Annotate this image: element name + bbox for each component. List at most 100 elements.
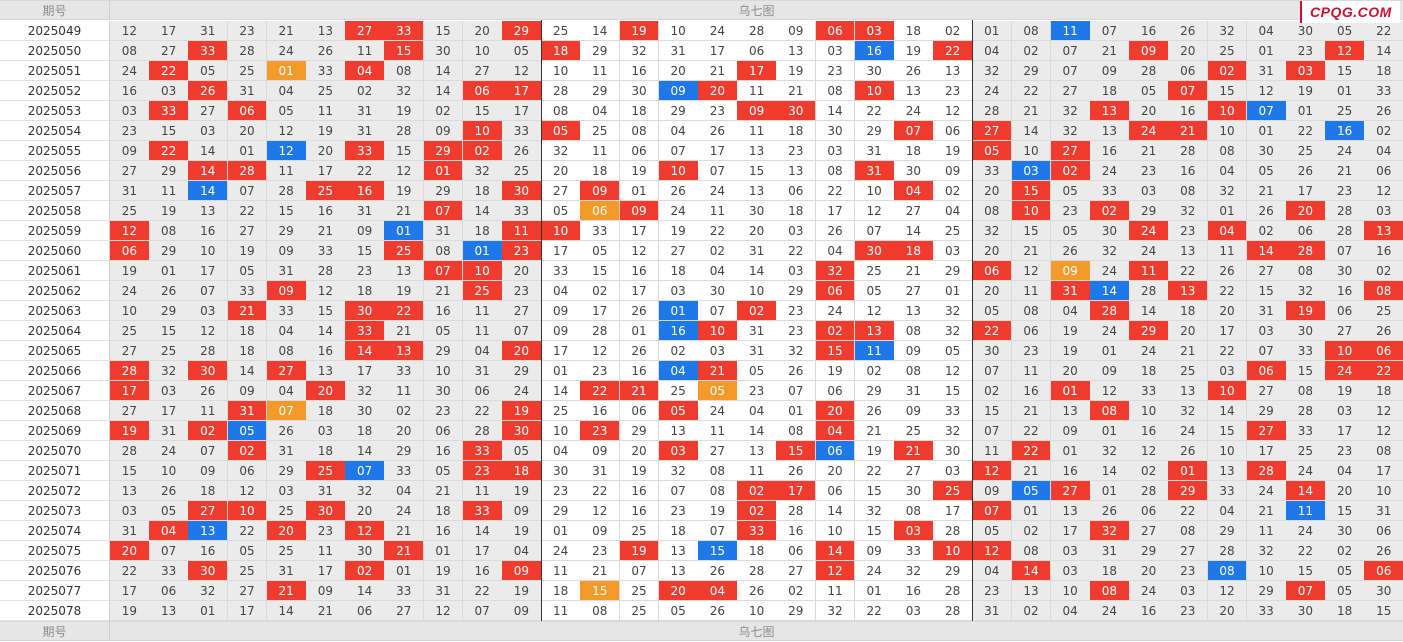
- highlighted-number-cell: 18: [502, 461, 542, 481]
- number-cell: 18: [776, 121, 817, 141]
- number-cell: 08: [1168, 181, 1209, 201]
- number-cell: 10: [1246, 561, 1287, 581]
- number-cell: 28: [580, 321, 621, 341]
- number-cell: 21: [384, 201, 425, 221]
- number-cell: 26: [1364, 101, 1403, 121]
- number-cell: 16: [619, 261, 660, 281]
- highlighted-number-cell: 08: [1090, 401, 1130, 421]
- number-cell: 25: [502, 161, 542, 181]
- number-cell: 09: [1090, 361, 1130, 381]
- number-cell: 16: [1129, 421, 1169, 441]
- number-cell: 22: [345, 161, 385, 181]
- number-cell: 19: [384, 281, 425, 301]
- number-cell: 26: [1090, 501, 1130, 521]
- number-cell: 31: [894, 381, 934, 401]
- number-cell: 31: [149, 421, 189, 441]
- number-cell: 03: [1325, 401, 1365, 421]
- number-cell: 12: [580, 501, 621, 521]
- number-cell: 19: [227, 241, 268, 261]
- number-cell: 14: [815, 501, 856, 521]
- number-cell: 05: [933, 341, 973, 361]
- highlighted-number-cell: 22: [580, 381, 621, 401]
- number-cell: 03: [698, 341, 738, 361]
- highlighted-number-cell: 28: [227, 161, 268, 181]
- period-cell: 2025053: [0, 101, 110, 121]
- number-cell: 20: [462, 21, 503, 41]
- number-cell: 04: [658, 121, 699, 141]
- number-cell: 15: [1364, 601, 1403, 621]
- number-cell: 28: [462, 421, 503, 441]
- number-cell: 22: [1011, 421, 1052, 441]
- number-cell: 23: [1168, 561, 1209, 581]
- number-cell: 17: [541, 241, 581, 261]
- number-cell: 16: [462, 561, 503, 581]
- number-cell: 09: [854, 541, 895, 561]
- number-cell: 27: [227, 221, 268, 241]
- number-cell: 21: [1011, 101, 1052, 121]
- number-cell: 32: [1168, 401, 1209, 421]
- number-cell: 23: [306, 521, 346, 541]
- number-cell: 04: [541, 281, 581, 301]
- highlighted-number-cell: 29: [423, 141, 464, 161]
- number-cell: 23: [580, 361, 621, 381]
- highlighted-number-cell: 11: [502, 221, 542, 241]
- number-cell: 08: [972, 201, 1013, 221]
- number-cell: 33: [894, 541, 934, 561]
- number-cell: 27: [1168, 541, 1209, 561]
- number-cell: 06: [423, 421, 464, 441]
- number-cell: 02: [972, 381, 1013, 401]
- highlighted-number-cell: 22: [972, 321, 1013, 341]
- number-cell: 10: [1207, 121, 1248, 141]
- number-cell: 02: [776, 581, 817, 601]
- number-cell: 11: [1207, 241, 1248, 261]
- number-cell: 07: [854, 221, 895, 241]
- number-cell: 03: [188, 301, 229, 321]
- number-cell: 13: [149, 601, 189, 621]
- number-cell: 24: [698, 21, 738, 41]
- number-cell: 19: [384, 181, 425, 201]
- number-cell: 09: [933, 161, 973, 181]
- number-cell: 22: [462, 581, 503, 601]
- number-cell: 15: [972, 401, 1013, 421]
- highlighted-number-cell: 14: [1090, 281, 1130, 301]
- number-cell: 10: [462, 41, 503, 61]
- number-cell: 16: [1011, 381, 1052, 401]
- number-cell: 23: [658, 501, 699, 521]
- number-cell: 32: [384, 81, 425, 101]
- number-cell: 26: [698, 601, 738, 621]
- number-cell: 27: [110, 161, 150, 181]
- highlighted-number-cell: 26: [188, 81, 229, 101]
- highlighted-number-cell: 20: [306, 381, 346, 401]
- number-cell: 21: [1129, 141, 1169, 161]
- highlighted-number-cell: 29: [502, 21, 542, 41]
- number-cell: 01: [423, 541, 464, 561]
- number-cell: 11: [737, 81, 777, 101]
- number-cell: 12: [266, 121, 307, 141]
- period-cell: 2025063: [0, 301, 110, 321]
- highlighted-number-cell: 12: [972, 461, 1013, 481]
- highlighted-number-cell: 02: [1207, 61, 1248, 81]
- number-cell: 20: [227, 121, 268, 141]
- number-cell: 22: [1364, 21, 1403, 41]
- highlighted-number-cell: 21: [266, 581, 307, 601]
- number-cell: 14: [815, 101, 856, 121]
- highlighted-number-cell: 19: [619, 541, 660, 561]
- highlighted-number-cell: 13: [1168, 281, 1209, 301]
- number-cell: 09: [894, 401, 934, 421]
- number-cell: 30: [815, 121, 856, 141]
- period-cell: 2025057: [0, 181, 110, 201]
- highlighted-number-cell: 09: [580, 181, 621, 201]
- number-cell: 21: [1011, 461, 1052, 481]
- number-cell: 11: [306, 101, 346, 121]
- number-cell: 07: [658, 141, 699, 161]
- number-cell: 33: [149, 561, 189, 581]
- site-logo[interactable]: CPQG.COM: [1300, 1, 1400, 23]
- number-cell: 18: [227, 341, 268, 361]
- number-cell: 01: [384, 561, 425, 581]
- number-cell: 23: [776, 141, 817, 161]
- number-cell: 06: [1011, 321, 1052, 341]
- number-cell: 26: [619, 301, 660, 321]
- highlighted-number-cell: 06: [815, 21, 856, 41]
- number-cell: 32: [854, 501, 895, 521]
- highlighted-number-cell: 13: [384, 341, 425, 361]
